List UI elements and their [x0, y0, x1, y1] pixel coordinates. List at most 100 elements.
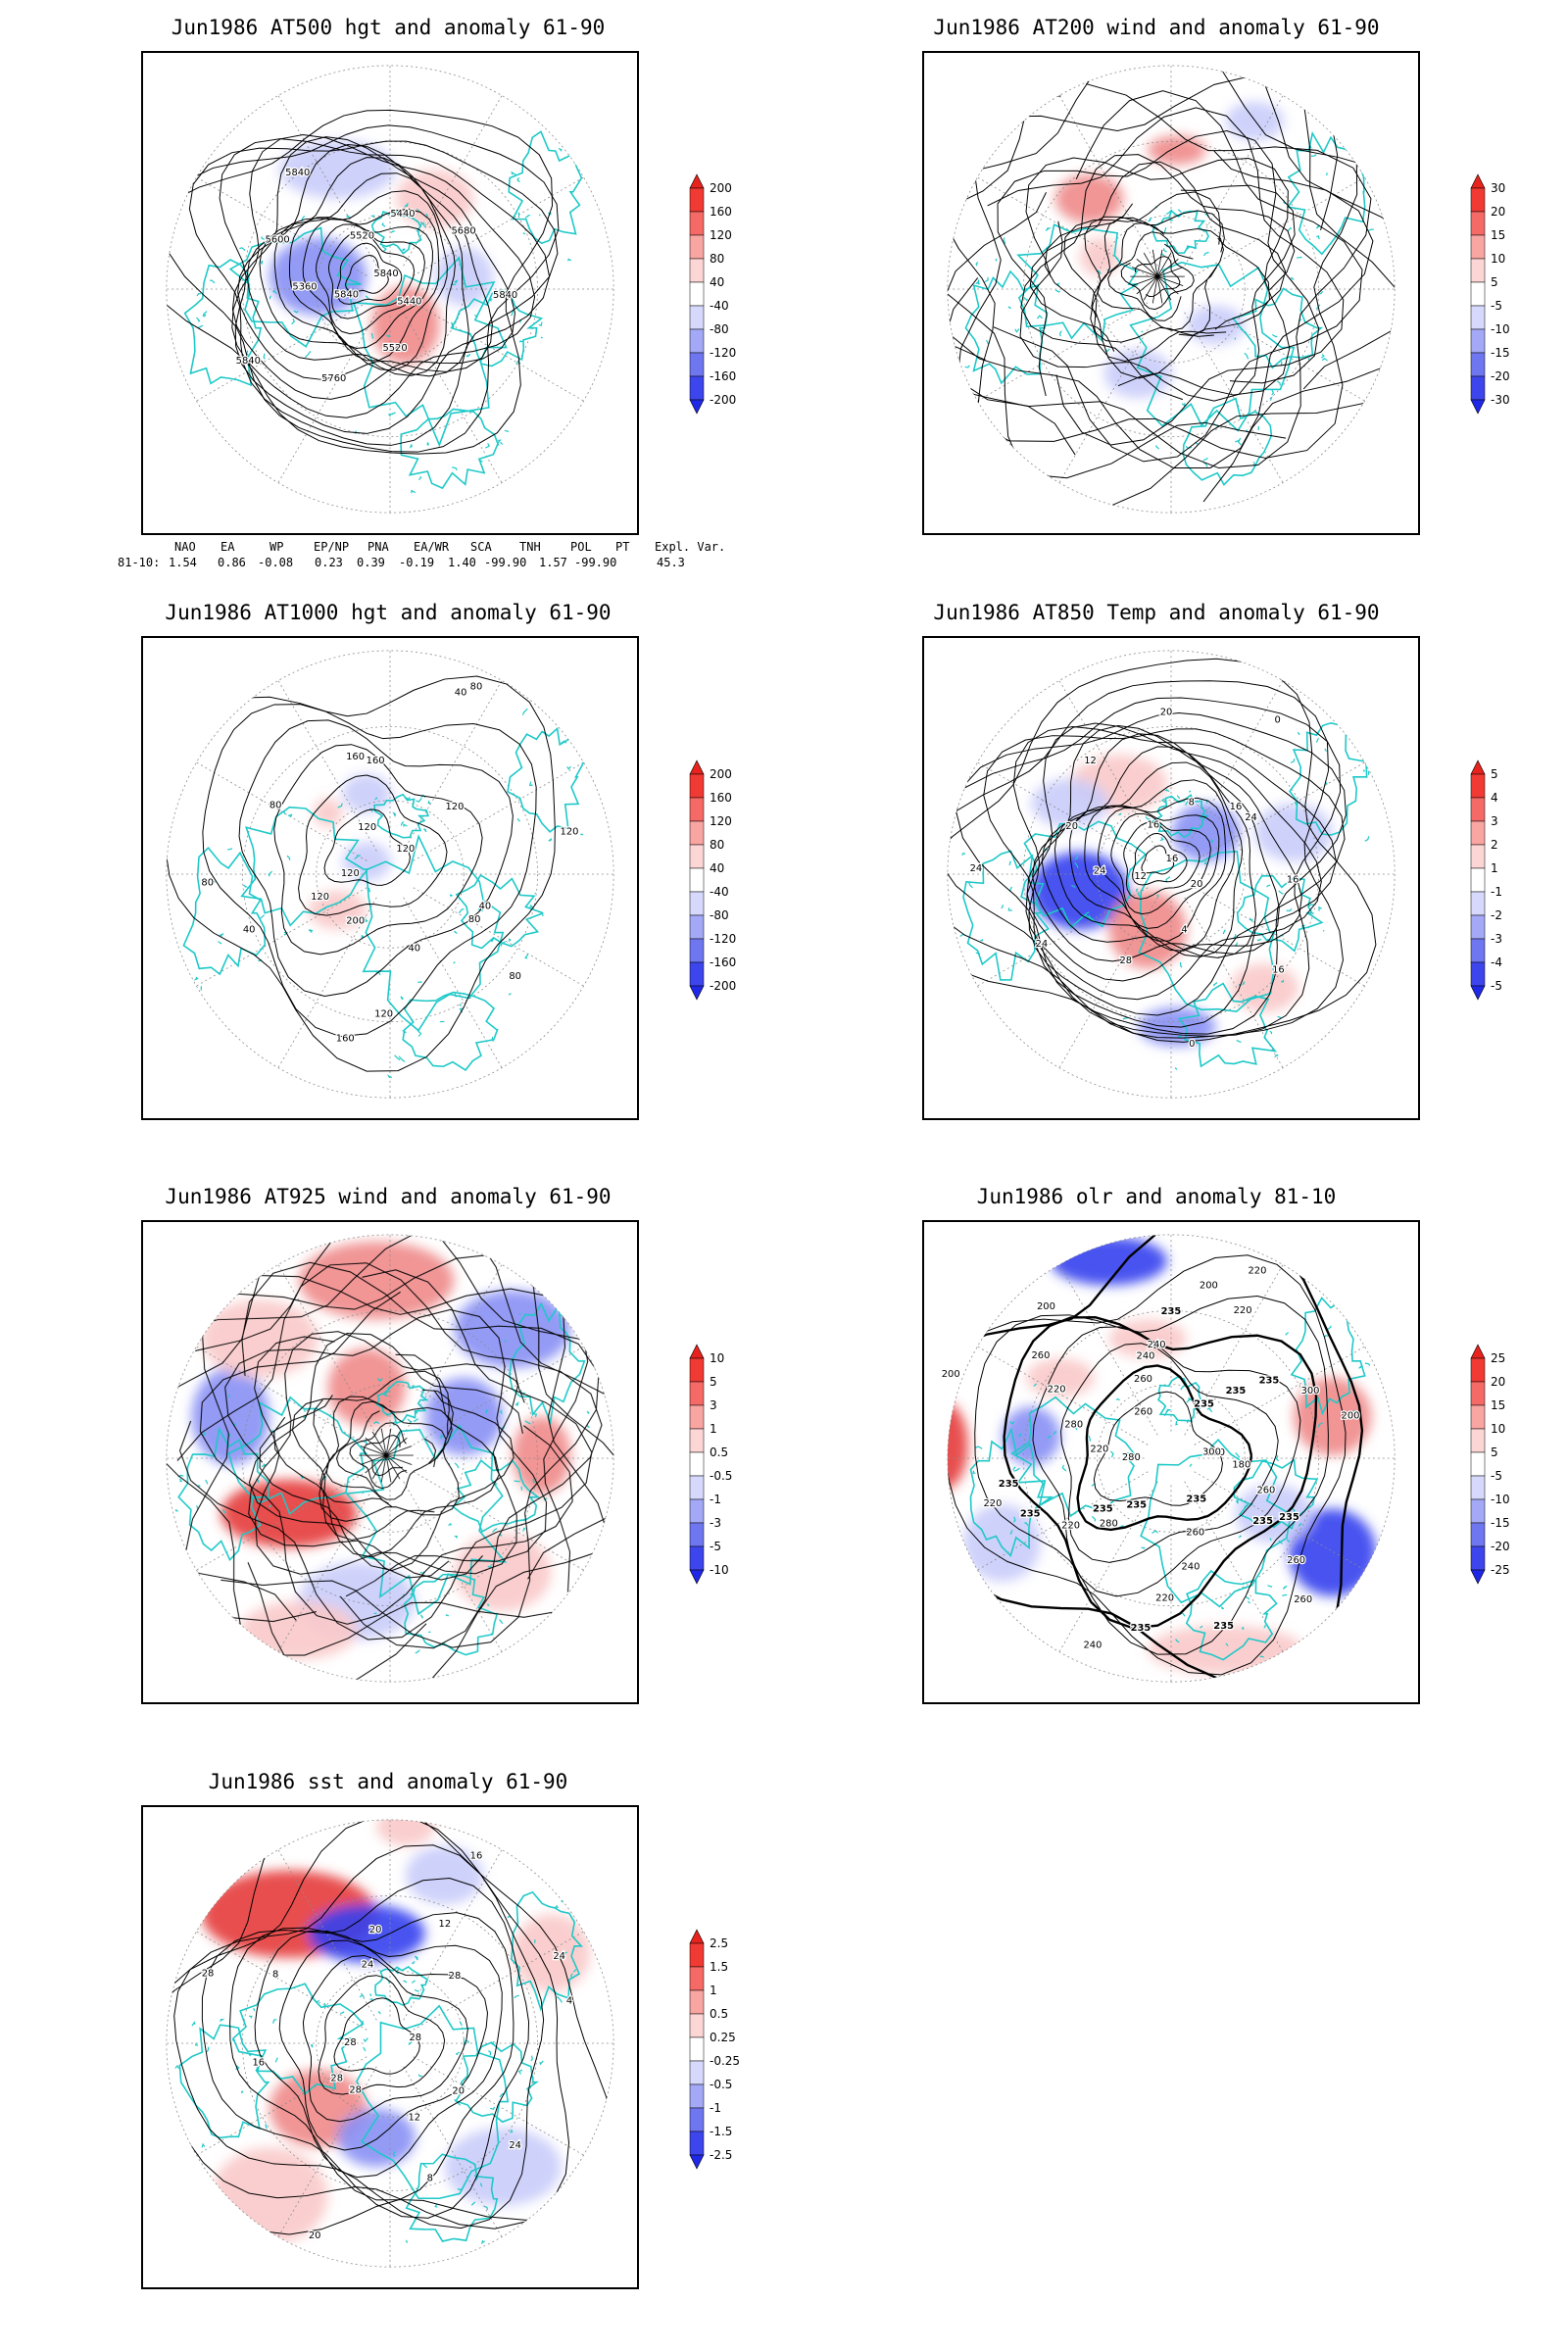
island-outline [457, 2187, 463, 2191]
island-outline [213, 880, 216, 883]
island-outline [261, 236, 265, 240]
colorbar-tick-label: -2 [1491, 908, 1502, 922]
contour-label: 200 [1037, 1301, 1055, 1312]
contour-label: 300 [1202, 1446, 1221, 1457]
index-value: 1.57 [539, 556, 567, 569]
contour-line [188, 140, 559, 446]
panel-title-p4: Jun1986 AT850 Temp and anomaly 61-90 [933, 601, 1380, 624]
streamline [335, 1410, 437, 1500]
island-outline [1298, 1522, 1302, 1527]
contour-label: 20 [1191, 879, 1203, 890]
island-outline [383, 1392, 388, 1396]
island-outline [968, 882, 973, 889]
island-outline [582, 1321, 587, 1327]
contour-labels: 5840 5840 5520 5440 5360 5440 5520 5600 5680 5760… [234, 167, 518, 385]
island-outline [1008, 860, 1012, 866]
colorbar-segment [689, 1498, 705, 1524]
island-outline [1001, 905, 1004, 909]
contour-label: 220 [1155, 1593, 1174, 1604]
contour-label: 5360 [292, 281, 317, 292]
island-outline [1175, 1639, 1180, 1643]
colorbar-segment [1470, 281, 1486, 307]
streamline [947, 83, 1372, 469]
contour-label: 20 [1065, 821, 1078, 832]
island-outline [1238, 1535, 1242, 1539]
contour-line [323, 808, 411, 886]
island-outline [374, 797, 378, 801]
streamline [1029, 161, 1287, 352]
island-outline [478, 459, 483, 463]
contour-label: 260 [1134, 1374, 1152, 1385]
colorbar-tick-label: -15 [1491, 1516, 1510, 1530]
colorbar-arrow-top [689, 173, 705, 189]
island-outline [1109, 1450, 1114, 1458]
island-outline [376, 1377, 383, 1383]
contour-line [229, 1912, 514, 2201]
island-outline [1164, 226, 1167, 234]
contour-label: 235 [1194, 1398, 1214, 1409]
island-outline [1362, 768, 1366, 772]
colorbar-tick-label: 15 [1491, 228, 1505, 242]
colorbar-segment [689, 914, 705, 940]
colorbar-tick-label: -0.5 [710, 2078, 732, 2091]
island-outline [1241, 1627, 1245, 1631]
island-outline [293, 310, 299, 314]
colorbar-tick-label: -1 [710, 1493, 721, 1506]
island-outline [265, 2124, 268, 2130]
island-outline [1225, 1642, 1229, 1647]
island-outline [1176, 795, 1181, 800]
contour-label: 235 [1279, 1512, 1299, 1523]
anomaly-region [376, 1819, 435, 1846]
contour-label: 220 [1249, 1265, 1267, 1276]
streamline [1063, 191, 1227, 363]
land-outline [400, 408, 500, 490]
colorbar-segment [689, 2083, 705, 2109]
colorbar-arrow-bottom [1470, 399, 1486, 415]
island-outline [373, 1421, 380, 1425]
colorbar-tick-label: -80 [710, 908, 729, 922]
island-outline [1276, 380, 1282, 386]
map-canvas-p2 [947, 65, 1396, 514]
streamline [385, 1431, 401, 1456]
anomaly-region [1171, 803, 1241, 862]
island-outline [466, 354, 471, 358]
island-outline [1185, 801, 1189, 806]
contour-label: 180 [1232, 1459, 1250, 1470]
colorbar-tick-label: -4 [1491, 956, 1502, 969]
land-outline [345, 1424, 508, 1616]
island-outline [361, 934, 365, 939]
island-outline [1123, 1455, 1127, 1461]
contour-label: 5840 [493, 290, 517, 301]
island-outline [411, 489, 416, 494]
colorbar-segment [1470, 328, 1486, 354]
streamline [1152, 249, 1158, 277]
streamline [385, 1437, 408, 1456]
colorbar-tick-label: 25 [1491, 1351, 1505, 1365]
index-row-label: 81-10: [118, 556, 161, 569]
island-outline [1297, 256, 1302, 259]
island-outline [1203, 860, 1207, 865]
colorbar-tick-label: -5 [1491, 979, 1502, 993]
island-outline [500, 1409, 503, 1414]
contour-line [231, 134, 536, 418]
colorbar-tick-label: 10 [1491, 252, 1505, 266]
island-outline [381, 222, 386, 227]
latitude-circle [316, 800, 465, 949]
island-outline [1012, 1516, 1016, 1523]
island-outline [411, 1385, 415, 1388]
streamline [199, 1291, 573, 1625]
island-outline [532, 1478, 535, 1484]
contour-label: 5520 [350, 230, 374, 241]
contour-label: 80 [270, 801, 282, 811]
colorbar-arrow-bottom [1470, 985, 1486, 1001]
contour-label: 235 [1252, 1516, 1273, 1527]
colorbar-segment [689, 891, 705, 916]
anomaly-region [962, 1503, 1042, 1583]
island-outline [403, 1980, 408, 1984]
colorbar-segment [689, 305, 705, 330]
meridian-line [403, 680, 503, 852]
island-outline [220, 2018, 225, 2023]
contour-line [1098, 808, 1220, 929]
island-outline [1160, 798, 1166, 804]
island-outline [1115, 1397, 1120, 1401]
